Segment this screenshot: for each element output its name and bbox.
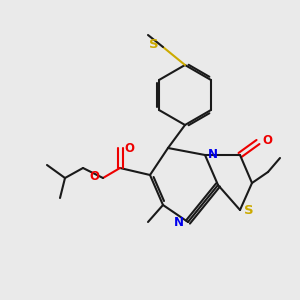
Text: N: N	[208, 148, 218, 161]
Text: S: S	[244, 203, 254, 217]
Text: N: N	[174, 215, 184, 229]
Text: O: O	[124, 142, 134, 154]
Text: O: O	[262, 134, 272, 146]
Text: O: O	[89, 169, 99, 182]
Text: S: S	[149, 38, 159, 52]
